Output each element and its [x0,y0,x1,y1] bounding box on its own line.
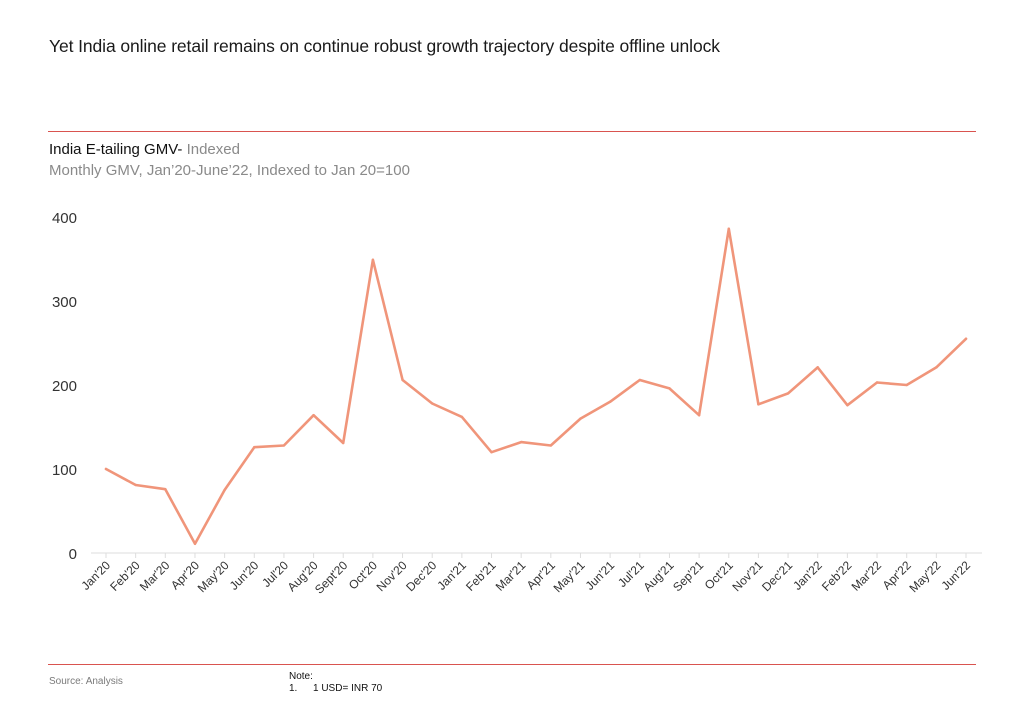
y-tick-label: 400 [52,210,77,227]
x-tick-label: Sept'20 [312,558,351,597]
data-point [668,387,671,390]
data-point [905,383,908,387]
footnote-item-number: 1. [289,683,298,694]
data-point [846,403,849,407]
y-tick-label: 300 [52,294,77,311]
x-tick-label: Jun'20 [227,558,262,593]
data-point [253,445,256,449]
y-tick-label: 0 [69,546,77,563]
x-tick-label: May'20 [195,558,232,595]
footnote-item-text: 1 USD= INR 70 [313,683,383,694]
data-point [490,451,493,454]
chart-title-main: India E-tailing GMV- [49,141,183,158]
x-tick-label: Jan'20 [78,558,113,593]
x-tick-label: Feb'20 [107,558,143,594]
x-tick-label: Mar'22 [849,558,885,594]
y-tick-label: 100 [52,462,77,479]
data-point [223,488,226,492]
data-point [519,440,523,444]
data-point [757,403,760,406]
x-tick-label: Aug'21 [641,558,677,594]
footnote: Note: 1. 1 USD= INR 70 [289,671,382,695]
x-tick-label: Nov'21 [729,558,765,594]
gmv-series-points [104,227,968,545]
x-tick-label: Nov'20 [374,558,410,594]
x-tick-label: May'21 [551,558,588,595]
data-point [875,381,879,384]
chart-subtitle: Monthly GMV, Jan’20-June’22, Indexed to … [49,162,410,179]
x-axis-ticks: Jan'20Feb'20Mar'20Apr'20May'20Jun'20Jul'… [78,553,973,597]
page-headline: Yet India online retail remains on conti… [49,36,720,56]
data-point [697,414,701,417]
x-tick-label: Mar'20 [137,558,173,594]
data-point [193,542,197,545]
data-point [312,414,315,417]
x-tick-label: Jan'22 [790,558,825,593]
x-tick-label: Feb'22 [819,558,855,594]
x-tick-label: Dec'21 [759,558,795,594]
data-point [608,400,612,403]
data-point [134,483,137,487]
data-point [816,366,819,369]
footnote-item: 1. 1 USD= INR 70 [289,683,382,695]
x-tick-label: Mar'21 [493,558,529,594]
y-axis-ticks: 0 100 200 300 400 [52,210,77,563]
data-point [638,378,641,382]
data-point [401,378,404,382]
x-tick-label: Jun'21 [583,558,618,593]
data-point [579,417,582,420]
footnote-heading: Note: [289,671,313,682]
data-point [460,415,464,419]
chart-title-suffix: Indexed [186,141,240,158]
x-tick-label: Dec'20 [403,558,439,594]
data-point [786,392,790,395]
data-point [964,337,968,340]
top-divider [48,131,976,132]
x-tick-label: May'22 [906,558,943,595]
bottom-divider [48,664,976,665]
x-tick-label: Jan'21 [434,558,469,593]
data-point [431,402,434,405]
data-point [371,258,375,262]
y-tick-label: 200 [52,378,77,395]
gmv-series-line [104,227,968,546]
data-point [727,227,730,230]
data-point [164,487,167,491]
source-note: Source: Analysis [49,676,123,687]
data-point [282,444,286,447]
x-tick-label: Feb'21 [463,558,499,594]
data-point [104,467,108,471]
x-tick-label: Sep'21 [670,558,706,594]
x-tick-label: Jun'22 [938,558,973,593]
data-point [342,441,345,445]
data-point [935,366,938,369]
data-point [549,444,553,447]
chart-title: India E-tailing GMV- Indexed [49,141,240,158]
